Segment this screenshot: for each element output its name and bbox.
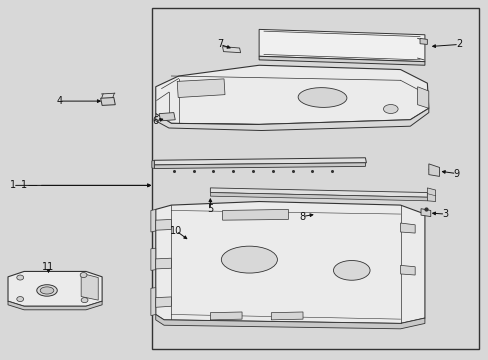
Text: 7: 7: [217, 40, 223, 49]
Polygon shape: [8, 301, 102, 310]
Polygon shape: [210, 188, 427, 197]
Text: 1: 1: [21, 180, 27, 190]
Polygon shape: [271, 312, 303, 320]
Text: 10: 10: [170, 226, 182, 236]
Text: 9: 9: [453, 168, 459, 179]
Ellipse shape: [298, 87, 346, 107]
Polygon shape: [156, 202, 424, 323]
Ellipse shape: [40, 287, 54, 294]
Ellipse shape: [37, 285, 57, 296]
Polygon shape: [151, 248, 156, 270]
Polygon shape: [400, 265, 414, 275]
Circle shape: [80, 273, 87, 278]
Text: 8: 8: [298, 212, 305, 221]
Text: 4: 4: [56, 96, 62, 106]
Ellipse shape: [221, 246, 277, 273]
Polygon shape: [151, 210, 156, 232]
Polygon shape: [159, 113, 175, 121]
Polygon shape: [156, 65, 428, 125]
Polygon shape: [154, 163, 365, 168]
Text: 11: 11: [42, 262, 55, 272]
Polygon shape: [152, 160, 154, 168]
Text: 3: 3: [442, 209, 447, 219]
Polygon shape: [177, 79, 224, 98]
Polygon shape: [259, 30, 424, 62]
Polygon shape: [259, 56, 424, 65]
Bar: [152, 8, 478, 348]
Polygon shape: [156, 315, 424, 329]
Polygon shape: [419, 39, 427, 44]
Text: 5: 5: [207, 204, 213, 215]
Polygon shape: [81, 273, 98, 300]
Polygon shape: [210, 193, 427, 201]
Circle shape: [17, 297, 23, 302]
Polygon shape: [417, 87, 428, 108]
Polygon shape: [151, 288, 156, 316]
Text: —: —: [27, 180, 37, 190]
Circle shape: [81, 298, 88, 303]
Polygon shape: [156, 108, 428, 131]
Polygon shape: [400, 223, 414, 233]
Ellipse shape: [383, 104, 397, 113]
Polygon shape: [222, 46, 240, 53]
Text: 6: 6: [152, 116, 159, 126]
Ellipse shape: [333, 261, 369, 280]
Polygon shape: [210, 312, 242, 320]
Polygon shape: [428, 164, 439, 176]
Polygon shape: [156, 258, 171, 269]
Polygon shape: [427, 188, 435, 202]
Polygon shape: [8, 271, 102, 306]
Polygon shape: [101, 98, 115, 105]
Polygon shape: [156, 297, 171, 307]
Polygon shape: [154, 158, 366, 165]
Text: 2: 2: [455, 40, 461, 49]
Polygon shape: [222, 210, 288, 220]
Polygon shape: [420, 209, 430, 217]
Circle shape: [17, 275, 23, 280]
Text: 1: 1: [10, 180, 16, 190]
Polygon shape: [156, 220, 171, 230]
